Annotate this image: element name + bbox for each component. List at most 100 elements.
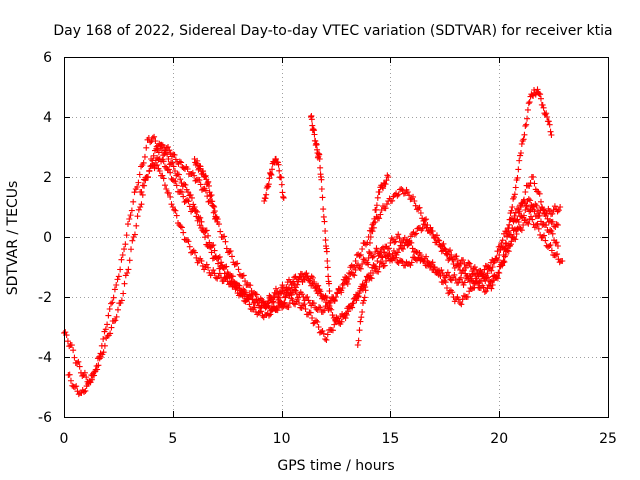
data-point-marker <box>396 235 403 242</box>
data-point-marker <box>360 282 367 289</box>
data-point-marker <box>142 174 149 181</box>
data-point-marker <box>354 291 361 298</box>
data-point-marker <box>494 248 501 255</box>
data-point-marker <box>311 131 318 138</box>
data-point-marker <box>266 175 273 182</box>
data-point-marker <box>550 207 557 213</box>
data-point-marker <box>165 166 172 173</box>
data-point-marker <box>333 314 340 321</box>
data-point-marker <box>369 228 376 235</box>
x-tick-label: 15 <box>381 431 399 447</box>
data-point-marker <box>311 279 318 285</box>
data-point-marker <box>363 279 370 285</box>
data-point-marker <box>344 275 351 282</box>
data-point-marker <box>318 186 325 192</box>
data-point-marker <box>548 228 555 234</box>
data-point-marker <box>276 167 283 174</box>
data-point-marker <box>307 309 314 316</box>
data-point-marker <box>367 274 374 281</box>
data-point-marker <box>423 253 430 260</box>
data-point-marker <box>374 194 381 201</box>
data-point-marker <box>328 306 335 313</box>
data-point-marker <box>218 259 225 266</box>
data-point-marker <box>180 193 187 200</box>
data-point-marker <box>180 229 187 236</box>
data-point-marker <box>198 257 205 264</box>
data-point-marker <box>554 251 561 258</box>
data-point-marker <box>547 128 554 135</box>
data-point-marker <box>380 244 387 251</box>
data-point-marker <box>388 235 395 242</box>
data-point-marker <box>240 272 247 279</box>
data-point-marker <box>289 297 296 303</box>
data-point-marker <box>320 206 327 213</box>
data-point-marker <box>299 278 306 285</box>
data-point-marker <box>181 181 188 188</box>
data-point-marker <box>534 86 541 93</box>
data-point-marker <box>430 264 437 270</box>
data-point-marker <box>382 205 389 212</box>
data-point-marker <box>448 252 455 258</box>
data-point-marker <box>412 202 419 209</box>
data-point-marker <box>274 294 281 300</box>
data-point-marker <box>155 149 162 156</box>
data-point-marker <box>542 237 549 244</box>
data-point-marker <box>344 280 351 287</box>
x-tick-label: 25 <box>599 431 617 447</box>
data-point-marker <box>557 204 564 210</box>
data-point-marker <box>488 285 495 292</box>
data-point-marker <box>504 232 511 239</box>
data-point-marker <box>461 279 468 286</box>
data-point-marker <box>395 231 402 238</box>
data-point-marker <box>203 261 210 268</box>
data-point-marker <box>537 95 544 102</box>
data-point-marker <box>227 247 234 254</box>
data-point-marker <box>302 271 309 278</box>
data-point-marker <box>473 266 480 273</box>
data-point-marker <box>129 237 136 244</box>
data-point-marker <box>168 201 175 208</box>
data-point-marker <box>197 163 204 170</box>
y-tick-label: 4 <box>43 110 52 126</box>
grid-lines <box>64 57 608 417</box>
data-point-marker <box>329 327 336 334</box>
data-point-marker <box>545 118 552 125</box>
data-point-marker <box>483 288 490 294</box>
data-point-marker <box>152 138 159 144</box>
data-point-marker <box>459 296 466 303</box>
data-point-marker <box>67 377 74 384</box>
data-point-marker <box>322 228 329 234</box>
data-point-marker <box>216 253 223 260</box>
data-point-marker <box>546 208 553 215</box>
data-point-marker <box>540 221 547 228</box>
x-tick-label: 20 <box>490 431 508 447</box>
data-point-marker <box>178 224 185 231</box>
data-point-marker <box>478 270 485 277</box>
data-point-marker <box>236 282 243 289</box>
x-tick-label: 0 <box>60 431 69 447</box>
data-point-marker <box>157 145 164 152</box>
data-point-marker <box>202 172 209 179</box>
data-point-marker <box>323 248 330 255</box>
data-point-marker <box>299 302 306 309</box>
data-point-marker <box>176 158 183 165</box>
data-point-marker <box>299 291 306 298</box>
data-point-marker <box>553 239 560 246</box>
data-point-marker <box>388 256 395 263</box>
data-point-marker <box>265 312 272 319</box>
data-point-marker <box>143 144 150 151</box>
data-point-marker <box>402 190 409 197</box>
x-tick-label: 5 <box>168 431 177 447</box>
data-point-marker <box>272 291 279 298</box>
data-point-marker <box>441 246 448 252</box>
data-point-marker <box>536 190 543 197</box>
data-point-marker <box>171 168 178 174</box>
data-point-marker <box>324 331 331 338</box>
data-point-marker <box>296 300 303 306</box>
data-point-marker <box>351 295 358 302</box>
data-point-marker <box>219 234 226 240</box>
data-point-marker <box>318 176 325 183</box>
data-point-marker <box>211 270 218 277</box>
data-point-marker <box>118 297 125 304</box>
data-point-marker <box>409 245 416 252</box>
